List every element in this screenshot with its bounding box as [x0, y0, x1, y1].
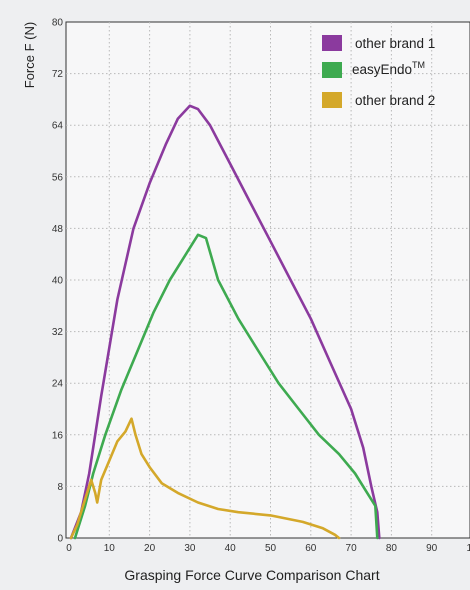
x-tick-label: 60: [305, 543, 317, 554]
y-tick-label: 32: [52, 327, 64, 338]
y-tick-label: 56: [52, 172, 64, 183]
x-tick-label: 0: [66, 543, 72, 554]
legend-label-other-brand-1: other brand 1: [355, 36, 435, 51]
x-tick-label: 70: [346, 543, 358, 554]
ticks: 0102030405060708090100816243240485664728…: [52, 18, 470, 555]
series-line-3: [69, 417, 341, 540]
y-tick-label: 80: [52, 18, 64, 29]
x-tick-label: 90: [426, 543, 438, 554]
y-axis-label: Force F (N): [22, 22, 37, 88]
y-tick-label: 72: [52, 69, 64, 80]
legend-label-other-brand-2: other brand 2: [355, 93, 435, 108]
chart-title: Grasping Force Curve Comparison Chart: [124, 567, 379, 583]
y-tick-label: 40: [52, 276, 64, 287]
legend: other brand 1 easyEndoTM other brand 2: [322, 35, 435, 108]
legend-swatch-easyendo: [322, 62, 342, 78]
x-tick-label: 10: [104, 543, 116, 554]
x-tick-label: 80: [386, 543, 398, 554]
grid: [66, 22, 470, 538]
series-line-1: [69, 104, 381, 540]
x-tick-label: 50: [265, 543, 277, 554]
series-group: [69, 104, 381, 540]
y-tick-label: 8: [57, 482, 63, 493]
series-line-2: [73, 233, 379, 540]
x-tick-label: 20: [144, 543, 156, 554]
legend-swatch-other-brand-1: [322, 35, 342, 51]
legend-label-easyendo-name: easyEndo: [352, 62, 412, 77]
legend-label-easyendo-sup: TM: [412, 60, 425, 70]
legend-swatch-other-brand-2: [322, 92, 342, 108]
x-tick-label: 30: [184, 543, 196, 554]
x-tick-label: 10: [466, 543, 470, 554]
y-tick-label: 16: [52, 430, 64, 441]
y-tick-label: 24: [52, 379, 64, 390]
x-tick-label: 40: [225, 543, 237, 554]
y-tick-label: 64: [52, 121, 64, 132]
legend-label-easyendo: easyEndoTM: [352, 60, 425, 77]
y-tick-label: 0: [57, 534, 63, 545]
y-tick-label: 48: [52, 224, 64, 235]
